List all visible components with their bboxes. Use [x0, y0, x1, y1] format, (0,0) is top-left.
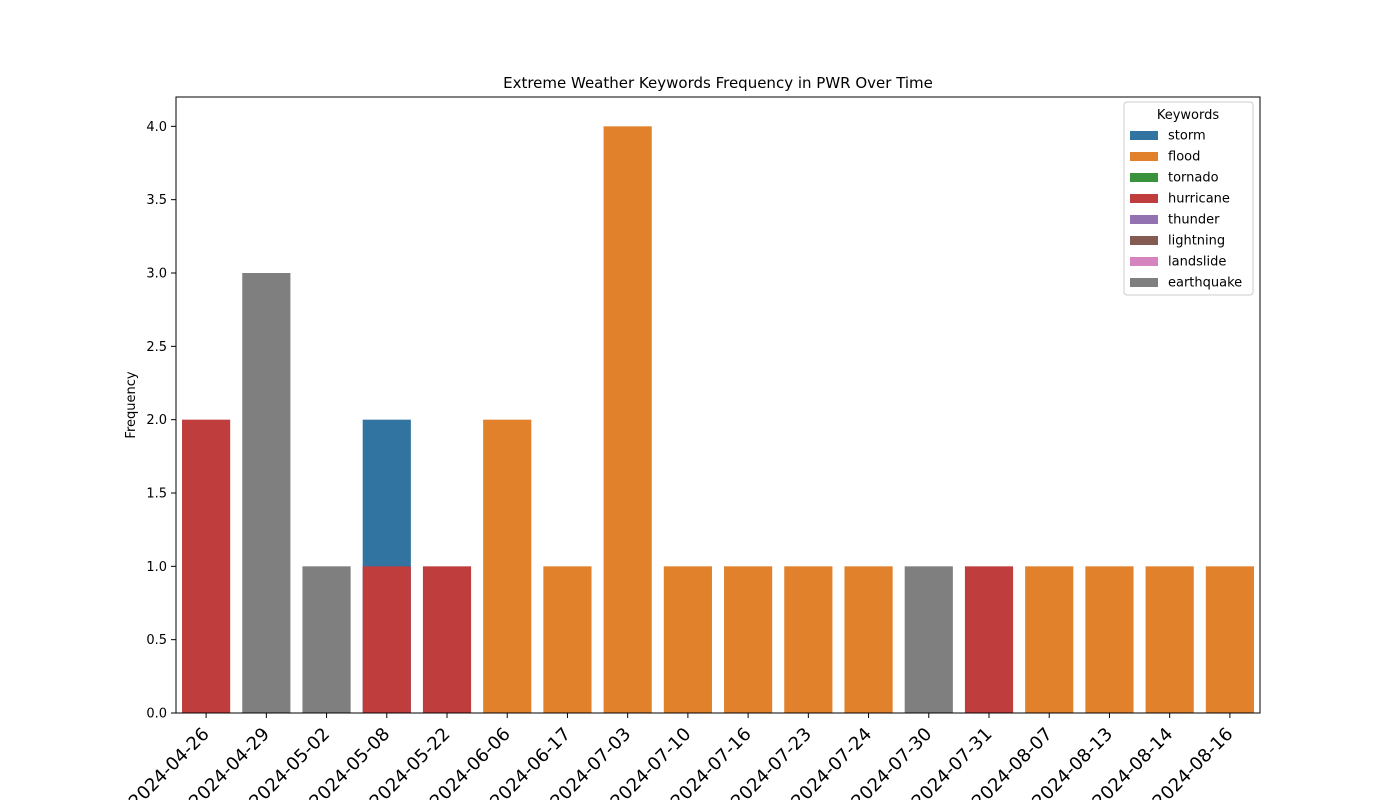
legend-label-lightning: lightning	[1168, 234, 1225, 249]
legend: Keywords storm flood tornado hurricane thund…	[1123, 101, 1254, 296]
plot-frame	[175, 96, 1261, 714]
bar-flood-2024-07-03	[603, 126, 652, 714]
legend-swatch-lightning	[1130, 236, 1158, 245]
chart-title: Extreme Weather Keywords Frequency in PW…	[503, 74, 933, 92]
y-tick-label: 1.0	[146, 560, 167, 575]
legend-items: storm flood tornado hurricane thunder lightni…	[1130, 129, 1242, 291]
y-tick-label: 3.5	[146, 193, 167, 208]
legend-label-tornado: tornado	[1168, 171, 1219, 186]
bar-flood-2024-08-07	[1025, 566, 1074, 713]
y-tick-label: 0.5	[146, 633, 167, 648]
bar-flood-2024-06-17	[543, 566, 592, 713]
legend-label-hurricane: hurricane	[1168, 192, 1230, 207]
legend-swatch-landslide	[1130, 257, 1158, 266]
bar-earthquake-2024-04-29	[242, 273, 291, 713]
y-tick-label: 2.0	[146, 413, 167, 428]
y-tick-label: 1.5	[146, 487, 167, 502]
bar-flood-2024-07-10	[663, 566, 712, 713]
legend-label-landslide: landslide	[1168, 255, 1226, 270]
legend-swatch-storm	[1130, 131, 1158, 140]
bar-hurricane-2024-05-22	[422, 566, 472, 713]
bar-earthquake-2024-05-02	[302, 566, 351, 713]
legend-swatch-flood	[1130, 152, 1158, 161]
y-tick-label: 2.5	[146, 340, 167, 355]
legend-label-thunder: thunder	[1168, 213, 1220, 228]
legend-label-storm: storm	[1168, 129, 1206, 144]
y-axis: 0.0 0.5 1.0 1.5 2.0 2.5 3.0 3.5 4.0	[146, 120, 176, 722]
bar-flood-2024-07-24	[844, 566, 893, 713]
legend-swatch-hurricane	[1130, 194, 1158, 203]
bars-layer	[182, 126, 1254, 714]
bar-hurricane-2024-05-08	[362, 566, 411, 713]
legend-label-earthquake: earthquake	[1168, 276, 1242, 291]
y-axis-label: Frequency	[124, 371, 139, 438]
legend-swatch-thunder	[1130, 215, 1158, 224]
legend-title: Keywords	[1157, 108, 1220, 123]
legend-label-flood: flood	[1168, 150, 1200, 165]
bar-flood-2024-08-14	[1145, 566, 1194, 713]
legend-swatch-earthquake	[1130, 278, 1158, 287]
bar-flood-2024-08-13	[1085, 566, 1134, 713]
x-axis: 2024-04-262024-04-292024-05-022024-05-08…	[125, 713, 1237, 800]
bar-flood-2024-07-16	[724, 566, 773, 713]
y-tick-label: 0.0	[146, 707, 167, 722]
bar-hurricane-2024-04-26	[182, 419, 231, 713]
bar-flood-2024-08-16	[1205, 566, 1254, 713]
bar-hurricane-2024-07-31	[964, 566, 1014, 713]
bar-flood-2024-07-23	[784, 566, 833, 713]
y-tick-label: 3.0	[146, 267, 167, 282]
y-tick-label: 4.0	[146, 120, 167, 135]
legend-swatch-tornado	[1130, 173, 1158, 182]
bar-flood-2024-06-06	[483, 419, 532, 713]
bar-earthquake-2024-07-30	[904, 566, 953, 713]
legend-box	[1123, 101, 1254, 296]
